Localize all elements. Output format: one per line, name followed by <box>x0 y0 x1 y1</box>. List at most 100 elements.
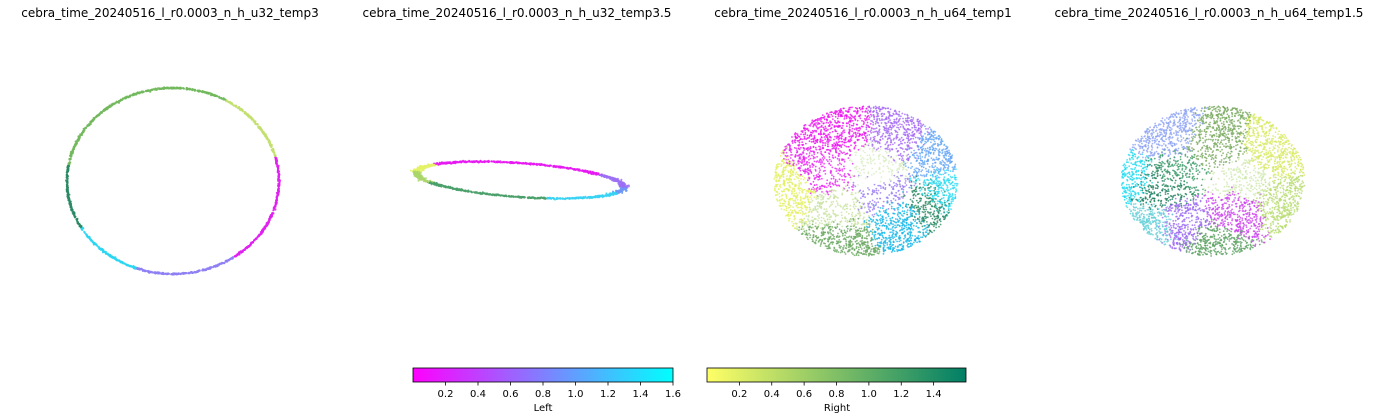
embedding-point <box>860 174 862 177</box>
embedding-point <box>488 193 491 196</box>
embedding-point <box>819 169 821 172</box>
embedding-point <box>150 270 153 273</box>
embedding-point <box>918 240 921 243</box>
embedding-point <box>277 191 280 194</box>
embedding-point <box>271 212 274 215</box>
embedding-point <box>919 153 922 155</box>
embedding-point <box>418 172 421 175</box>
embedding-point <box>66 184 69 187</box>
embedding-point <box>112 257 115 260</box>
embedding-point <box>922 163 925 166</box>
embedding-point <box>836 135 839 138</box>
embedding-point <box>802 212 805 215</box>
embedding-point <box>839 204 841 207</box>
embedding-point <box>855 226 857 229</box>
embedding-point <box>616 177 619 180</box>
embedding-point <box>792 202 795 205</box>
embedding-point <box>591 196 594 198</box>
embedding-point <box>930 189 933 192</box>
embedding-point <box>620 188 623 191</box>
embedding-point <box>823 242 825 245</box>
embedding-point <box>935 182 938 184</box>
embedding-point <box>89 122 92 126</box>
embedding-point <box>528 162 530 165</box>
embedding-point <box>242 248 245 251</box>
embedding-point <box>809 182 812 185</box>
embedding-point <box>879 172 881 174</box>
embedding-point <box>784 187 787 190</box>
panel-2-title: cebra_time_20240516_l_r0.0003_n_h_u32_te… <box>363 6 672 20</box>
embedding-point <box>273 205 276 209</box>
embedding-point <box>622 183 625 186</box>
embedding-point <box>877 184 880 187</box>
embedding-point <box>867 112 869 115</box>
embedding-point <box>828 205 831 208</box>
embedding-point <box>525 162 528 165</box>
embedding-point <box>904 175 907 178</box>
embedding-point <box>912 117 915 119</box>
embedding-point <box>607 176 610 179</box>
embedding-point <box>929 213 931 215</box>
embedding-point <box>832 177 835 180</box>
embedding-point <box>925 208 928 211</box>
embedding-point <box>886 246 889 249</box>
embedding-point <box>200 90 203 93</box>
embedding-point <box>789 209 792 211</box>
embedding-point <box>65 179 68 182</box>
embedding-point <box>423 167 426 170</box>
embedding-point <box>955 168 957 171</box>
embedding-point <box>858 201 861 204</box>
embedding-point <box>879 148 882 151</box>
embedding-point <box>471 191 474 194</box>
embedding-point <box>234 105 238 108</box>
embedding-point <box>829 131 831 134</box>
embedding-point <box>827 160 829 163</box>
embedding-point <box>110 104 113 107</box>
embedding-point <box>831 123 834 126</box>
embedding-point <box>909 198 912 201</box>
embedding-point <box>141 90 144 94</box>
embedding-point <box>894 224 896 227</box>
embedding-point <box>816 195 818 197</box>
embedding-point <box>940 213 943 215</box>
embedding-point <box>853 207 856 210</box>
embedding-point <box>809 166 811 169</box>
embedding-point <box>775 185 778 188</box>
embedding-point <box>827 143 829 146</box>
embedding-point <box>953 174 956 177</box>
embedding-point <box>863 216 865 219</box>
embedding-point <box>906 211 908 214</box>
embedding-point <box>809 234 812 237</box>
embedding-point <box>923 225 926 227</box>
embedding-point <box>834 115 837 118</box>
embedding-point <box>558 166 561 169</box>
embedding-point <box>876 238 878 240</box>
panel-2-ring-embedding <box>409 159 630 201</box>
embedding-point <box>68 158 71 161</box>
embedding-point <box>943 144 946 147</box>
embedding-point <box>913 184 916 187</box>
embedding-point <box>273 151 276 154</box>
embedding-point <box>277 179 280 182</box>
embedding-point <box>860 248 863 250</box>
embedding-point <box>126 264 129 267</box>
embedding-point <box>919 189 921 192</box>
embedding-point <box>791 140 794 143</box>
embedding-point <box>561 197 564 200</box>
embedding-point <box>240 108 243 111</box>
embedding-point <box>123 262 126 265</box>
embedding-point <box>893 124 896 127</box>
embedding-point <box>857 170 859 173</box>
embedding-point <box>775 184 777 186</box>
embedding-point <box>822 122 825 125</box>
embedding-point <box>918 200 921 203</box>
embedding-point <box>521 162 524 165</box>
embedding-point <box>882 205 885 208</box>
embedding-point <box>818 217 820 220</box>
embedding-point <box>866 235 868 238</box>
embedding-point <box>466 160 469 163</box>
embedding-point <box>175 272 179 276</box>
embedding-point <box>890 228 892 231</box>
embedding-point <box>940 190 943 192</box>
embedding-point <box>253 239 256 242</box>
